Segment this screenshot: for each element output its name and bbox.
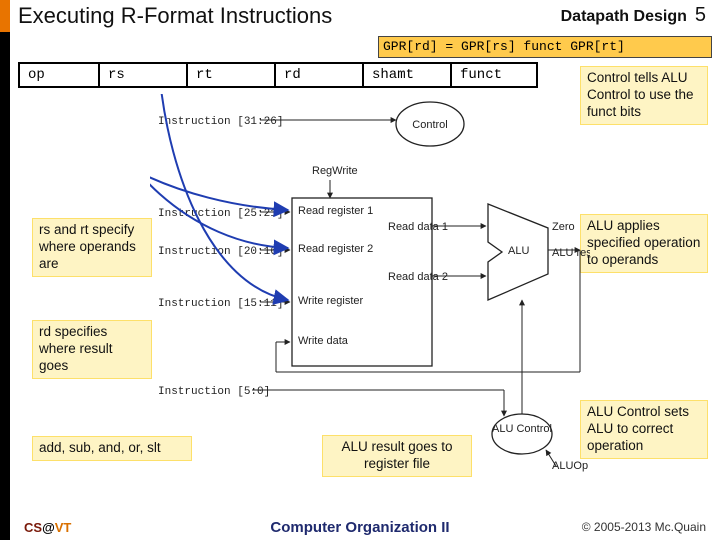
field-rt: rt — [188, 64, 276, 86]
svg-text:Zero: Zero — [552, 221, 575, 233]
svg-text:Read register 2: Read register 2 — [298, 243, 373, 255]
svg-text:Instruction [5:0]: Instruction [5:0] — [158, 386, 270, 398]
note-rd: rd specifies where result goes — [32, 320, 152, 379]
svg-text:Instruction [31:26]: Instruction [31:26] — [158, 116, 283, 128]
label-regwrite: RegWrite — [312, 165, 358, 177]
footer-left: CS@VT — [24, 520, 71, 535]
svg-text:ALU: ALU — [508, 245, 529, 257]
note-rs-rt: rs and rt specify where operands are — [32, 218, 152, 277]
svg-text:ALU Control: ALU Control — [492, 423, 552, 435]
field-shamt: shamt — [364, 64, 452, 86]
svg-text:Instruction [15:11]: Instruction [15:11] — [158, 298, 283, 310]
annotation-alu-apply: ALU applies specified operation to opera… — [580, 214, 708, 273]
field-op: op — [20, 64, 100, 86]
svg-text:Read register 1: Read register 1 — [298, 205, 373, 217]
svg-text:Write data: Write data — [298, 335, 349, 347]
field-funct: funct — [452, 64, 540, 86]
label-control: Control — [412, 119, 447, 131]
svg-text:ALUOp: ALUOp — [552, 460, 588, 472]
svg-text:Read data 1: Read data 1 — [388, 221, 448, 233]
field-rs: rs — [100, 64, 188, 86]
footer-right: © 2005-2013 Mc.Quain — [582, 520, 706, 534]
svg-text:ALU result: ALU result — [552, 247, 590, 259]
left-accent-bar — [0, 0, 10, 540]
svg-text:Instruction [25:21]: Instruction [25:21] — [158, 208, 283, 220]
page-number: 5 — [695, 4, 706, 26]
footer: CS@VT Computer Organization II © 2005-20… — [0, 516, 720, 540]
field-rd: rd — [276, 64, 364, 86]
datapath-diagram: Control RegWrite Instruction [31:26] Ins… — [150, 94, 590, 484]
section-title: Datapath Design5 — [561, 4, 706, 27]
footer-center: Computer Organization II — [270, 519, 449, 536]
svg-text:Read data 2: Read data 2 — [388, 271, 448, 283]
svg-text:Write register: Write register — [298, 295, 364, 307]
page-title: Executing R-Format Instructions — [18, 3, 332, 29]
annotation-alu-control: ALU Control sets ALU to correct operatio… — [580, 400, 708, 459]
formula-bar: GPR[rd] = GPR[rs] funct GPR[rt] — [378, 36, 712, 58]
annotation-control: Control tells ALU Control to use the fun… — [580, 66, 708, 125]
instruction-fields-table: op rs rt rd shamt funct — [18, 62, 538, 88]
